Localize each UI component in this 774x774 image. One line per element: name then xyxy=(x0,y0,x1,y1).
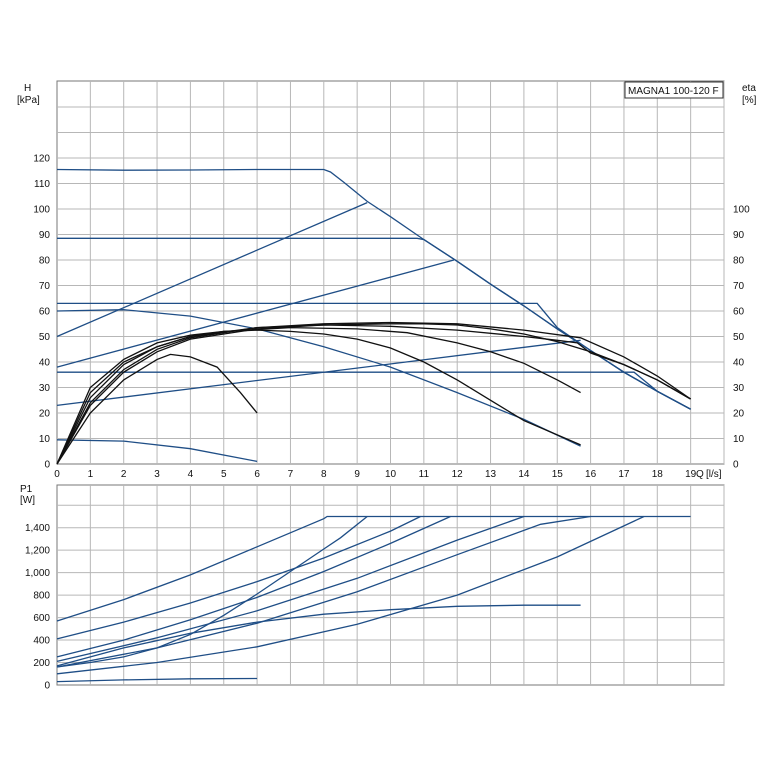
head-curve xyxy=(56,168,691,410)
power-curve xyxy=(56,677,258,683)
power-curve xyxy=(56,515,691,622)
head-curve xyxy=(56,259,455,368)
model-label-box xyxy=(624,81,724,99)
eta-tick-label: 90 xyxy=(733,230,745,241)
head-tick-label: 120 xyxy=(33,154,50,165)
efficiency-curve xyxy=(56,323,691,465)
q-tick-label: 11 xyxy=(419,469,430,480)
q-axis-title: Q xyxy=(696,469,704,480)
efficiency-curve xyxy=(56,329,581,465)
head-tick-label: 50 xyxy=(39,332,51,343)
power-curve xyxy=(56,515,421,640)
q-tick-label: 4 xyxy=(188,469,194,480)
power-curve xyxy=(56,604,581,667)
q-axis-unit: [l/s] xyxy=(706,469,722,480)
eta-tick-label: 40 xyxy=(733,358,745,369)
q-tick-label: 8 xyxy=(321,469,327,480)
power-curve xyxy=(56,515,368,668)
eta-tick-label: 100 xyxy=(733,205,750,216)
power-tick-label: 1,400 xyxy=(25,523,50,534)
q-tick-label: 9 xyxy=(354,469,360,480)
head-tick-label: 40 xyxy=(39,358,51,369)
eta-axis-title: eta xyxy=(742,83,756,94)
q-tick-label: 3 xyxy=(154,469,160,480)
power-tick-label: 1,000 xyxy=(25,568,50,579)
power-tick-label: 600 xyxy=(33,613,50,624)
head-tick-label: 0 xyxy=(44,460,50,471)
head-tick-label: 20 xyxy=(39,409,51,420)
model-label: MAGNA1 100-120 F xyxy=(628,86,719,97)
q-tick-label: 13 xyxy=(485,469,497,480)
tick-labels: 0102030405060708090100110120010203040506… xyxy=(25,154,750,692)
eta-tick-label: 30 xyxy=(733,383,745,394)
q-tick-label: 16 xyxy=(585,469,597,480)
eta-tick-label: 80 xyxy=(733,256,745,267)
q-tick-label: 17 xyxy=(618,469,630,480)
head-tick-label: 10 xyxy=(39,434,51,445)
q-tick-label: 1 xyxy=(88,469,94,480)
power-tick-label: 1,200 xyxy=(25,546,50,557)
series-lines xyxy=(56,168,691,683)
head-tick-label: 60 xyxy=(39,307,51,318)
head-grid xyxy=(57,81,725,464)
head-tick-label: 80 xyxy=(39,256,51,267)
q-tick-label: 18 xyxy=(652,469,664,480)
eta-tick-label: 0 xyxy=(733,460,739,471)
head-tick-label: 90 xyxy=(39,230,51,241)
q-tick-label: 12 xyxy=(452,469,464,480)
head-tick-label: 70 xyxy=(39,281,51,292)
head-axis-unit: [kPa] xyxy=(17,95,40,106)
eta-tick-label: 20 xyxy=(733,409,745,420)
head-curve xyxy=(56,339,581,407)
efficiency-curve xyxy=(56,321,691,465)
power-tick-label: 400 xyxy=(33,636,50,647)
power-tick-label: 200 xyxy=(33,658,50,669)
eta-tick-label: 10 xyxy=(733,434,745,445)
head-tick-label: 30 xyxy=(39,383,51,394)
head-curve xyxy=(57,371,691,410)
power-curve xyxy=(56,515,525,663)
power-curve xyxy=(56,515,645,675)
head-axis-title: H xyxy=(24,83,31,94)
q-tick-label: 5 xyxy=(221,469,227,480)
q-tick-label: 15 xyxy=(552,469,564,480)
eta-tick-label: 60 xyxy=(733,307,745,318)
head-tick-label: 100 xyxy=(33,205,50,216)
q-tick-label: 19 xyxy=(685,469,697,480)
efficiency-curve xyxy=(56,326,581,465)
power-axis-title: P1 xyxy=(20,484,33,495)
head-curve xyxy=(56,309,581,447)
q-tick-label: 10 xyxy=(385,469,397,480)
eta-axis-unit: [%] xyxy=(742,95,757,106)
eta-tick-label: 50 xyxy=(733,332,745,343)
q-tick-label: 6 xyxy=(254,469,260,480)
efficiency-curve xyxy=(56,353,258,465)
head-tick-label: 110 xyxy=(34,179,50,190)
q-tick-label: 7 xyxy=(288,469,294,480)
head-curve xyxy=(56,439,258,463)
q-tick-label: 14 xyxy=(518,469,530,480)
eta-tick-label: 70 xyxy=(733,281,745,292)
q-tick-label: 2 xyxy=(121,469,127,480)
power-tick-label: 800 xyxy=(33,591,50,602)
power-axis-unit: [W] xyxy=(20,495,35,506)
power-curve xyxy=(56,515,451,658)
q-tick-label: 0 xyxy=(54,469,60,480)
power-tick-label: 0 xyxy=(44,681,50,692)
power-grid xyxy=(57,485,725,685)
head-curve xyxy=(56,202,368,338)
